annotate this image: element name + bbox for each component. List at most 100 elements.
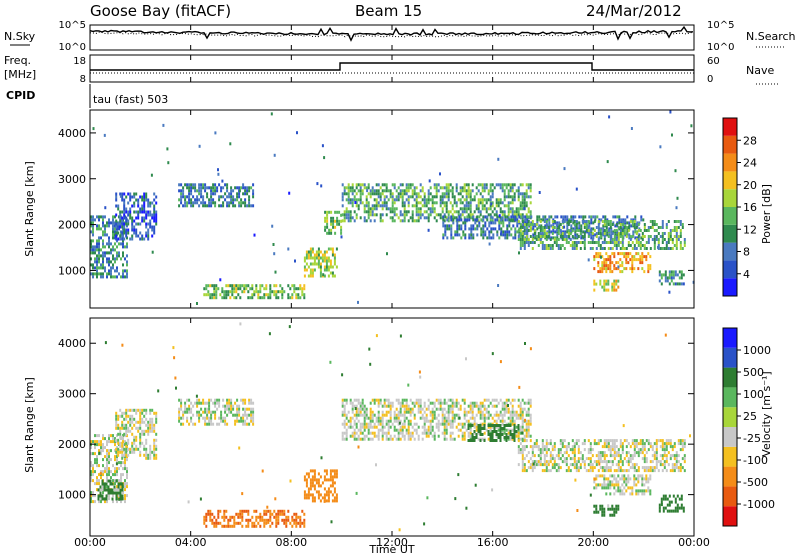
heatmap-cell — [585, 469, 588, 473]
heatmap-cell — [613, 439, 616, 443]
heatmap-cell — [599, 244, 602, 247]
heatmap-cell — [519, 235, 522, 238]
heatmap-cell — [116, 275, 118, 279]
heatmap-cell — [94, 470, 96, 474]
heatmap-cell — [622, 227, 625, 231]
heatmap-cell — [471, 401, 474, 405]
heatmap-cell — [497, 198, 500, 202]
heatmap-cell — [214, 131, 217, 135]
heatmap-cell — [213, 296, 216, 300]
heatmap-cell — [361, 437, 364, 441]
heatmap-cell — [285, 521, 288, 525]
heatmap-cell — [563, 457, 566, 461]
heatmap-cell — [116, 485, 118, 489]
heatmap-cell — [563, 220, 566, 223]
heatmap-cell — [631, 466, 634, 470]
heatmap-cell — [451, 401, 454, 405]
cpid-value: tau (fast) 503 — [93, 93, 168, 106]
heatmap-cell — [471, 404, 474, 408]
heatmap-cell — [498, 214, 501, 218]
heatmap-cell — [571, 241, 574, 244]
heatmap-cell — [123, 417, 126, 421]
heatmap-cell — [499, 398, 502, 402]
heatmap-cell — [554, 230, 557, 234]
heatmap-cell — [236, 186, 239, 190]
heatmap-cell — [577, 451, 580, 455]
heatmap-cell — [131, 432, 134, 436]
heatmap-cell — [114, 236, 116, 240]
heatmap-cell — [453, 404, 456, 408]
heatmap-cell — [479, 407, 482, 411]
heatmap-cell — [347, 410, 350, 414]
heatmap-cell — [345, 413, 348, 417]
heatmap-cell — [451, 195, 454, 199]
heatmap-cell — [375, 419, 378, 423]
heatmap-cell — [124, 497, 126, 501]
heatmap-cell — [120, 461, 122, 465]
heatmap-cell — [649, 220, 652, 223]
heatmap-cell — [102, 260, 104, 264]
heatmap-cell — [517, 220, 520, 223]
heatmap-cell — [265, 287, 268, 291]
heatmap-cell — [495, 433, 498, 436]
heatmap-cell — [250, 410, 253, 414]
heatmap-cell — [573, 220, 576, 223]
heatmap-cell — [537, 460, 540, 464]
heatmap-cell — [523, 192, 526, 196]
heatmap-cell — [200, 192, 203, 196]
heatmap-cell — [484, 224, 487, 228]
heatmap-cell — [217, 509, 220, 513]
heatmap-cell — [137, 198, 140, 202]
heatmap-cell — [397, 192, 400, 196]
heatmap-cell — [196, 410, 199, 414]
heatmap-cell — [126, 269, 128, 273]
heatmap-cell — [632, 218, 635, 222]
heatmap-cell — [112, 434, 114, 438]
heatmap-cell — [383, 413, 386, 417]
heatmap-cell — [485, 410, 488, 414]
heatmap-cell — [94, 251, 96, 255]
heatmap-cell — [625, 235, 628, 238]
heatmap-cell — [153, 216, 156, 220]
heatmap-cell — [627, 252, 630, 256]
heatmap-cell — [121, 453, 124, 457]
heatmap-cell — [605, 466, 608, 470]
heatmap-cell — [411, 407, 414, 411]
heatmap-cell — [633, 220, 636, 223]
heatmap-cell — [611, 463, 614, 467]
heatmap-cell — [593, 282, 596, 286]
heatmap-cell — [143, 195, 146, 199]
heatmap-cell — [341, 183, 344, 187]
heatmap-cell — [145, 450, 148, 454]
heatmap-cell — [521, 439, 524, 443]
heatmap-cell — [359, 401, 362, 405]
heatmap-cell — [509, 189, 512, 193]
heatmap-cell — [149, 429, 152, 433]
heatmap-cell — [477, 430, 480, 433]
heatmap-cell — [218, 183, 221, 187]
heatmap-cell — [219, 521, 222, 525]
heatmap-cell — [665, 442, 668, 446]
heatmap-cell — [349, 219, 352, 223]
heatmap-cell — [573, 463, 576, 467]
heatmap-cell — [234, 413, 237, 417]
heatmap-cell — [477, 183, 480, 187]
heatmap-cell — [407, 183, 410, 187]
heatmap-cell — [401, 204, 404, 208]
heatmap-cell — [535, 223, 538, 226]
heatmap-cell — [131, 216, 134, 220]
heatmap-cell — [423, 404, 426, 408]
heatmap-cell — [325, 472, 328, 476]
heatmap-cell — [102, 263, 104, 267]
heatmap-cell — [96, 263, 98, 267]
heatmap-cell — [273, 252, 276, 256]
heatmap-cell — [653, 235, 656, 238]
heatmap-cell — [315, 250, 318, 254]
heatmap-cell — [355, 192, 358, 196]
heatmap-cell — [155, 417, 158, 421]
heatmap-cell — [331, 271, 334, 275]
heatmap-cell — [491, 189, 494, 193]
heatmap-cell — [389, 192, 392, 196]
heatmap-cell — [117, 231, 120, 235]
noise-sky-label: N.Sky — [4, 30, 36, 43]
